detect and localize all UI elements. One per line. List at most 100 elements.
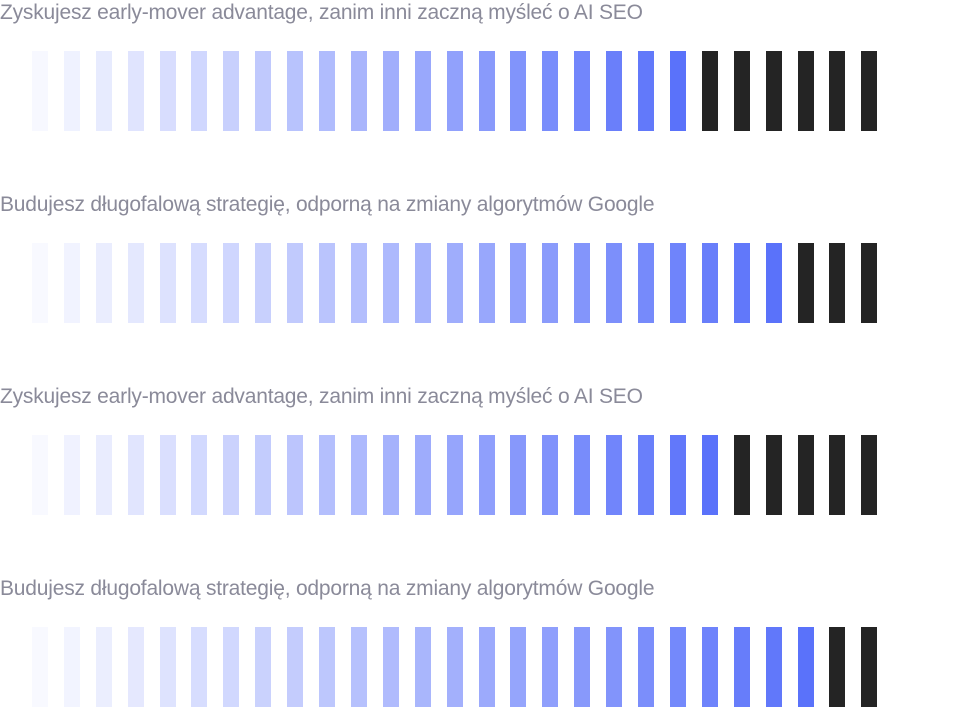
meter-segment-filled: [702, 435, 718, 515]
meter-segment-filled: [383, 627, 399, 707]
meter-segment-filled: [319, 51, 335, 131]
meter-segment-filled: [734, 243, 750, 323]
meter-segment-filled: [223, 243, 239, 323]
meter-segment-filled: [191, 627, 207, 707]
meter-segment-filled: [606, 627, 622, 707]
meter-segment-filled: [574, 435, 590, 515]
meter-segment-filled: [415, 243, 431, 323]
meter-segment-dark: [829, 51, 845, 131]
meter-segment-filled: [415, 51, 431, 131]
meter-segment-dark: [798, 243, 814, 323]
meter-segment-filled: [32, 51, 48, 131]
meter-segment-dark: [798, 435, 814, 515]
meter-segment-dark: [829, 627, 845, 707]
meter-segment-dark: [861, 435, 877, 515]
meter-segment-filled: [0, 435, 16, 515]
meter-segment-filled: [96, 627, 112, 707]
meter-segment-filled: [64, 243, 80, 323]
meter-segment-filled: [319, 243, 335, 323]
meter-segment-filled: [415, 435, 431, 515]
meter-segment-filled: [191, 243, 207, 323]
meter-segment-filled: [479, 627, 495, 707]
row-label: Budujesz długofalową strategię, odporną …: [0, 193, 655, 216]
meter-segment-filled: [383, 243, 399, 323]
meter-segment-dark: [861, 51, 877, 131]
meter-segment-filled: [447, 51, 463, 131]
meter-segment-filled: [734, 627, 750, 707]
meter-segment-filled: [64, 435, 80, 515]
meter-segment-filled: [287, 243, 303, 323]
meter-segment-filled: [287, 51, 303, 131]
meter-segment-filled: [638, 435, 654, 515]
meter-segment-filled: [0, 627, 16, 707]
meter-segment-filled: [0, 243, 16, 323]
meter-segment-dark: [861, 243, 877, 323]
meter-segment-filled: [96, 435, 112, 515]
row-label: Zyskujesz early-mover advantage, zanim i…: [0, 1, 643, 24]
row-label: Zyskujesz early-mover advantage, zanim i…: [0, 385, 643, 408]
meter-segment-filled: [447, 435, 463, 515]
meter-segment-filled: [287, 435, 303, 515]
meter-segment-filled: [351, 435, 367, 515]
segmented-meter: [0, 627, 880, 707]
meter-segment-filled: [510, 51, 526, 131]
meter-segment-filled: [574, 627, 590, 707]
meter-segment-filled: [638, 243, 654, 323]
meter-segment-filled: [766, 243, 782, 323]
meter-segment-filled: [479, 243, 495, 323]
meter-segment-filled: [128, 435, 144, 515]
meter-segment-filled: [606, 51, 622, 131]
meter-segment-filled: [447, 243, 463, 323]
segmented-meter: [0, 243, 880, 323]
meter-segment-filled: [574, 243, 590, 323]
meter-segment-filled: [415, 627, 431, 707]
meter-segment-filled: [287, 627, 303, 707]
meter-segment-filled: [96, 51, 112, 131]
meter-segment-filled: [128, 243, 144, 323]
meter-segment-filled: [255, 51, 271, 131]
meter-segment-dark: [766, 435, 782, 515]
meter-segment-dark: [861, 627, 877, 707]
row-label: Budujesz długofalową strategię, odporną …: [0, 577, 655, 600]
segmented-meter: [0, 435, 880, 515]
meter-segment-dark: [829, 435, 845, 515]
meter-segment-filled: [255, 243, 271, 323]
meter-segment-filled: [160, 243, 176, 323]
meter-segment-filled: [479, 51, 495, 131]
meter-segment-filled: [542, 627, 558, 707]
meter-segment-filled: [702, 243, 718, 323]
meter-segment-filled: [128, 627, 144, 707]
meter-segment-filled: [798, 627, 814, 707]
meter-segment-filled: [670, 243, 686, 323]
meter-segment-filled: [255, 435, 271, 515]
meter-segment-filled: [160, 627, 176, 707]
meter-segment-filled: [223, 51, 239, 131]
meter-segment-filled: [64, 627, 80, 707]
meter-segment-filled: [638, 51, 654, 131]
meter-segment-filled: [766, 627, 782, 707]
meter-segment-filled: [160, 51, 176, 131]
meter-segment-filled: [383, 435, 399, 515]
meter-segment-dark: [734, 51, 750, 131]
meter-segment-filled: [191, 435, 207, 515]
meter-segment-filled: [351, 243, 367, 323]
meter-segment-dark: [702, 51, 718, 131]
meter-segment-filled: [319, 627, 335, 707]
meter-segment-filled: [223, 627, 239, 707]
meter-segment-filled: [542, 243, 558, 323]
meter-segment-filled: [255, 627, 271, 707]
meter-segment-dark: [829, 243, 845, 323]
meter-segment-filled: [191, 51, 207, 131]
meter-segment-filled: [510, 627, 526, 707]
meter-segment-filled: [542, 51, 558, 131]
meter-segment-dark: [766, 51, 782, 131]
meter-segment-filled: [351, 627, 367, 707]
meter-segment-filled: [96, 243, 112, 323]
meter-segment-filled: [574, 51, 590, 131]
meter-segment-filled: [0, 51, 16, 131]
meter-segment-filled: [32, 243, 48, 323]
meter-segment-filled: [510, 243, 526, 323]
meter-segment-filled: [319, 435, 335, 515]
meter-segment-filled: [670, 435, 686, 515]
meter-segment-filled: [606, 435, 622, 515]
